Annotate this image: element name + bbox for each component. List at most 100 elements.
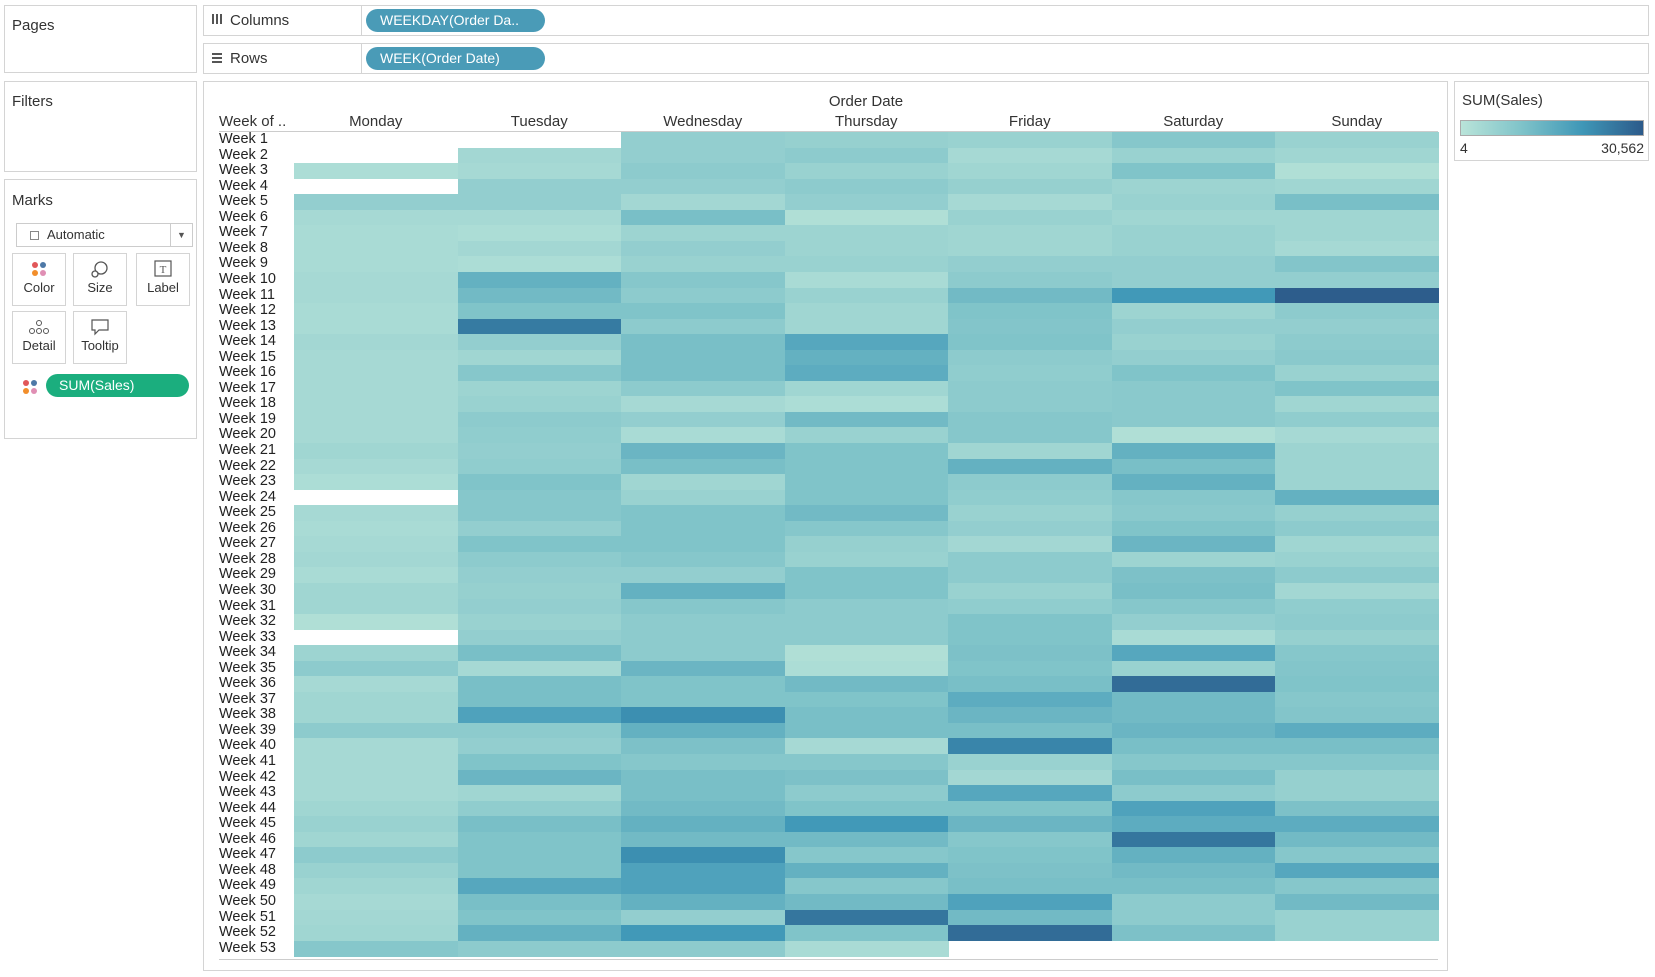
heatmap-cell[interactable] (621, 536, 785, 553)
heatmap-cell[interactable] (948, 816, 1112, 833)
heatmap-cell[interactable] (1111, 396, 1276, 413)
heatmap-cell[interactable] (784, 489, 949, 506)
row-label[interactable]: Week 4 (219, 177, 268, 194)
heatmap-cell[interactable] (621, 287, 785, 304)
heatmap-cell[interactable] (294, 800, 458, 817)
heatmap-cell[interactable] (621, 271, 785, 288)
heatmap-cell[interactable] (1275, 505, 1439, 522)
heatmap-cell[interactable] (784, 909, 949, 926)
heatmap-cell[interactable] (457, 551, 622, 568)
heatmap-cell[interactable] (621, 800, 785, 817)
heatmap-cell[interactable] (457, 847, 622, 864)
heatmap-cell[interactable] (1275, 411, 1439, 428)
heatmap-cell[interactable] (784, 536, 949, 553)
heatmap-cell[interactable] (784, 925, 949, 942)
heatmap-cell[interactable] (457, 816, 622, 833)
heatmap-cell[interactable] (784, 458, 949, 475)
heatmap-cell[interactable] (1111, 474, 1276, 491)
heatmap-cell[interactable] (621, 660, 785, 677)
heatmap-cell[interactable] (294, 520, 458, 537)
heatmap-cell[interactable] (948, 536, 1112, 553)
sum-sales-pill[interactable]: SUM(Sales) (46, 374, 189, 397)
heatmap-cell[interactable] (1275, 225, 1439, 242)
row-label[interactable]: Week 22 (219, 457, 276, 474)
row-label[interactable]: Week 17 (219, 379, 276, 396)
heatmap-cell[interactable] (457, 256, 622, 273)
heatmap-cell[interactable] (457, 349, 622, 366)
heatmap-cell[interactable] (1111, 411, 1276, 428)
row-label[interactable]: Week 39 (219, 721, 276, 738)
heatmap-cell[interactable] (1275, 769, 1439, 786)
heatmap-cell[interactable] (1275, 645, 1439, 662)
heatmap-cell[interactable] (1111, 629, 1276, 646)
day-header-saturday[interactable]: Saturday (1163, 113, 1224, 130)
heatmap-cell[interactable] (294, 831, 458, 848)
heatmap-cell[interactable] (948, 520, 1112, 537)
day-header-sunday[interactable]: Sunday (1331, 113, 1383, 130)
heatmap-cell[interactable] (294, 847, 458, 864)
heatmap-cell[interactable] (1111, 754, 1276, 770)
heatmap-cell[interactable] (1275, 147, 1439, 164)
heatmap-cell[interactable] (784, 318, 949, 335)
heatmap-cell[interactable] (948, 194, 1112, 211)
heatmap-cell[interactable] (1111, 194, 1276, 211)
heatmap-cell[interactable] (784, 831, 949, 848)
heatmap-cell[interactable] (1275, 738, 1439, 755)
heatmap-cell[interactable] (784, 271, 949, 288)
heatmap-cell[interactable] (784, 287, 949, 304)
heatmap-cell[interactable] (621, 925, 785, 942)
heatmap-cell[interactable] (948, 474, 1112, 491)
heatmap-cell[interactable] (1111, 722, 1276, 739)
heatmap-cell[interactable] (1111, 271, 1276, 288)
heatmap-cell[interactable] (294, 411, 458, 428)
row-label[interactable]: Week 3 (219, 162, 268, 179)
heatmap-cell[interactable] (457, 163, 622, 180)
heatmap-cell[interactable] (948, 909, 1112, 926)
heatmap-cell[interactable] (294, 194, 458, 211)
heatmap-cell[interactable] (1111, 738, 1276, 755)
heatmap-cell[interactable] (1275, 676, 1439, 693)
row-label[interactable]: Week 2 (219, 146, 268, 163)
row-label[interactable]: Week 13 (219, 317, 276, 334)
heatmap-cell[interactable] (1275, 303, 1439, 320)
heatmap-cell[interactable] (1275, 178, 1439, 195)
heatmap-cell[interactable] (1111, 645, 1276, 662)
heatmap-cell[interactable] (948, 427, 1112, 444)
heatmap-cell[interactable] (784, 691, 949, 708)
row-label[interactable]: Week 8 (219, 239, 268, 256)
heatmap-cell[interactable] (621, 645, 785, 662)
heatmap-cell[interactable] (294, 785, 458, 802)
heatmap-cell[interactable] (457, 940, 622, 957)
heatmap-cell[interactable] (948, 769, 1112, 786)
heatmap-cell[interactable] (948, 505, 1112, 522)
heatmap-cell[interactable] (948, 878, 1112, 895)
heatmap-cell[interactable] (621, 427, 785, 444)
heatmap-cell[interactable] (784, 194, 949, 211)
heatmap-cell[interactable] (457, 536, 622, 553)
heatmap-cell[interactable] (948, 691, 1112, 708)
heatmap-cell[interactable] (457, 567, 622, 584)
heatmap-cell[interactable] (1111, 334, 1276, 351)
heatmap-cell[interactable] (948, 443, 1112, 459)
heatmap-cell[interactable] (784, 209, 949, 226)
heatmap-cell[interactable] (1111, 132, 1276, 148)
heatmap-cell[interactable] (1275, 614, 1439, 631)
heatmap-cell[interactable] (1275, 520, 1439, 537)
heatmap-cell[interactable] (784, 225, 949, 242)
heatmap-cell[interactable] (294, 691, 458, 708)
heatmap-cell[interactable] (621, 847, 785, 864)
heatmap-cell[interactable] (784, 878, 949, 895)
heatmap-cell[interactable] (948, 147, 1112, 164)
row-label[interactable]: Week 47 (219, 846, 276, 863)
heatmap-cell[interactable] (294, 225, 458, 242)
heatmap-cell[interactable] (1275, 847, 1439, 864)
row-label[interactable]: Week 15 (219, 348, 276, 365)
heatmap-cell[interactable] (457, 691, 622, 708)
heatmap-cell[interactable] (1275, 427, 1439, 444)
heatmap-cell[interactable] (1111, 660, 1276, 677)
pages-shelf[interactable]: Pages (4, 5, 197, 73)
heatmap-cell[interactable] (948, 722, 1112, 739)
row-label[interactable]: Week 21 (219, 442, 276, 458)
heatmap-cell[interactable] (457, 365, 622, 382)
heatmap-cell[interactable] (1111, 443, 1276, 459)
